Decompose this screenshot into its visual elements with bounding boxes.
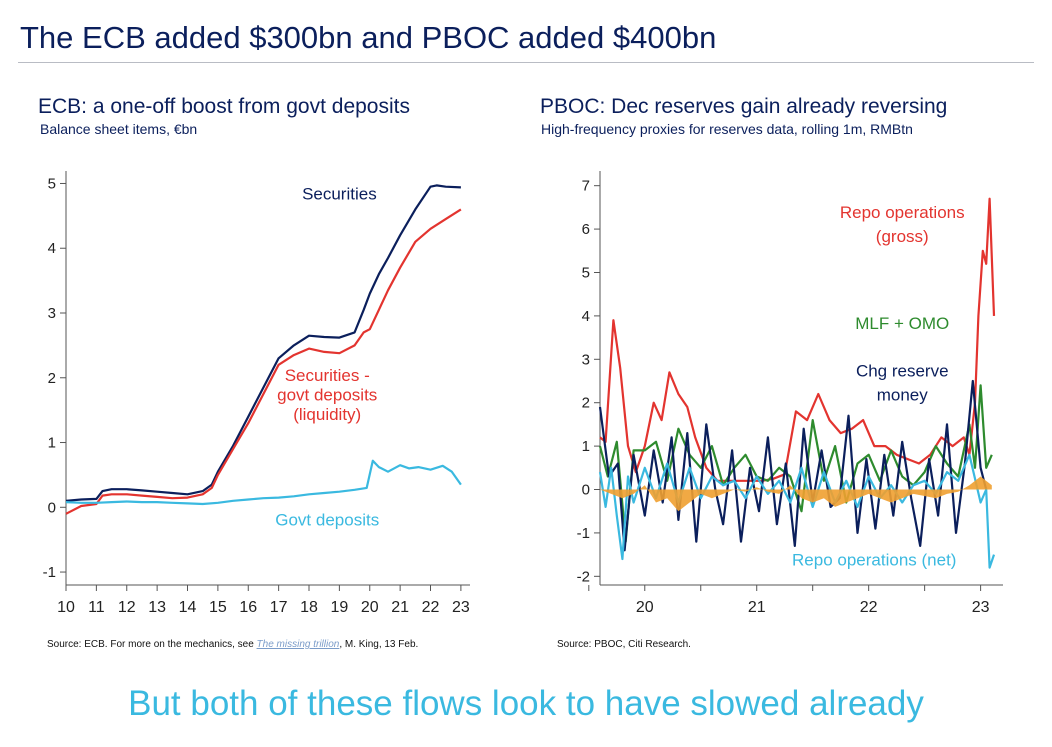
pboc-annotation: Repo operations: [840, 203, 965, 222]
ecb-annotation: Govt deposits: [275, 510, 379, 529]
ecb-x-tick-label: 18: [300, 599, 318, 616]
pboc-source-note: Source: PBOC, Citi Research.: [557, 639, 691, 650]
ecb-x-tick-label: 10: [57, 599, 75, 616]
ecb-y-tick-label: 3: [48, 305, 56, 322]
pboc-y-tick-label: 4: [582, 308, 590, 325]
pboc-y-tick-label: -2: [577, 568, 590, 585]
pboc-chart-title: PBOC: Dec reserves gain already reversin…: [540, 95, 948, 118]
pboc-annotation: money: [877, 386, 929, 405]
ecb-annotation: govt deposits: [277, 385, 377, 404]
title-divider: [18, 62, 1034, 63]
pboc-x-tick-label: 22: [860, 599, 878, 616]
pboc-annotation: (gross): [876, 227, 929, 246]
ecb-y-tick-label: -1: [43, 564, 56, 581]
pboc-series-repo-operations-gross: [599, 197, 996, 482]
pboc-y-tick-label: 3: [582, 351, 590, 368]
ecb-source-prefix: Source: ECB. For more on the mechanics, …: [47, 639, 257, 650]
ecb-annotation: (liquidity): [293, 405, 361, 424]
ecb-y-tick-label: 4: [48, 240, 56, 257]
main-title: The ECB added $300bn and PBOC added $400…: [20, 20, 717, 55]
pboc-annotation: Chg reserve: [856, 362, 949, 381]
ecb-y-tick-label: 0: [48, 499, 56, 516]
pboc-annotation: Repo operations (net): [792, 550, 956, 569]
ecb-chart-subtitle: Balance sheet items, €bn: [40, 121, 198, 137]
pboc-y-tick-label: 5: [582, 264, 590, 281]
pboc-y-tick-label: 7: [582, 178, 590, 195]
ecb-x-tick-label: 17: [270, 599, 288, 616]
ecb-x-tick-label: 13: [148, 599, 166, 616]
ecb-x-tick-label: 20: [361, 599, 379, 616]
ecb-x-tick-label: 22: [422, 599, 440, 616]
pboc-y-tick-label: 1: [582, 438, 590, 455]
ecb-x-tick-label: 12: [118, 599, 136, 616]
missing-trillion-link[interactable]: The missing trillion: [256, 639, 340, 650]
ecb-x-tick-label: 11: [88, 599, 105, 616]
pboc-y-tick-label: 0: [582, 482, 590, 499]
ecb-series-securities: [65, 184, 461, 502]
ecb-chart-title: ECB: a one-off boost from govt deposits: [38, 95, 410, 118]
ecb-y-tick-label: 2: [48, 370, 56, 387]
pboc-x-tick-label: 21: [748, 599, 766, 616]
pboc-x-tick-label: 23: [972, 599, 990, 616]
bottom-message: But both of these flows look to have slo…: [128, 684, 924, 723]
ecb-annotation: Securities -: [285, 366, 370, 385]
ecb-x-tick-label: 21: [391, 599, 409, 616]
pboc-y-tick-label: 6: [582, 221, 590, 238]
ecb-x-tick-label: 15: [209, 599, 227, 616]
ecb-series-securities-govt-deposits-liquidity: [65, 208, 462, 515]
ecb-source-suffix: , M. King, 13 Feb.: [339, 639, 419, 650]
pboc-x-tick-label: 20: [636, 599, 654, 616]
pboc-series-chg-reserve-money: [598, 379, 988, 552]
ecb-x-tick-label: 14: [179, 599, 197, 616]
pboc-y-tick-label: 2: [582, 395, 590, 412]
ecb-series-govt-deposits: [65, 459, 462, 506]
ecb-x-tick-label: 23: [452, 599, 470, 616]
pboc-chart-subtitle: High-frequency proxies for reserves data…: [541, 121, 913, 137]
ecb-y-tick-label: 5: [48, 175, 56, 192]
pboc-annotation: MLF + OMO: [855, 314, 949, 333]
pboc-series-repo-operations-net: [598, 453, 996, 569]
pboc-y-tick-label: -1: [577, 525, 590, 542]
ecb-x-tick-label: 19: [330, 599, 348, 616]
ecb-x-tick-label: 16: [239, 599, 257, 616]
ecb-source-note: Source: ECB. For more on the mechanics, …: [47, 639, 418, 650]
ecb-annotation: Securities: [302, 185, 377, 204]
pboc-series-unlabelled-area: [600, 476, 992, 512]
ecb-y-tick-label: 1: [48, 435, 56, 452]
